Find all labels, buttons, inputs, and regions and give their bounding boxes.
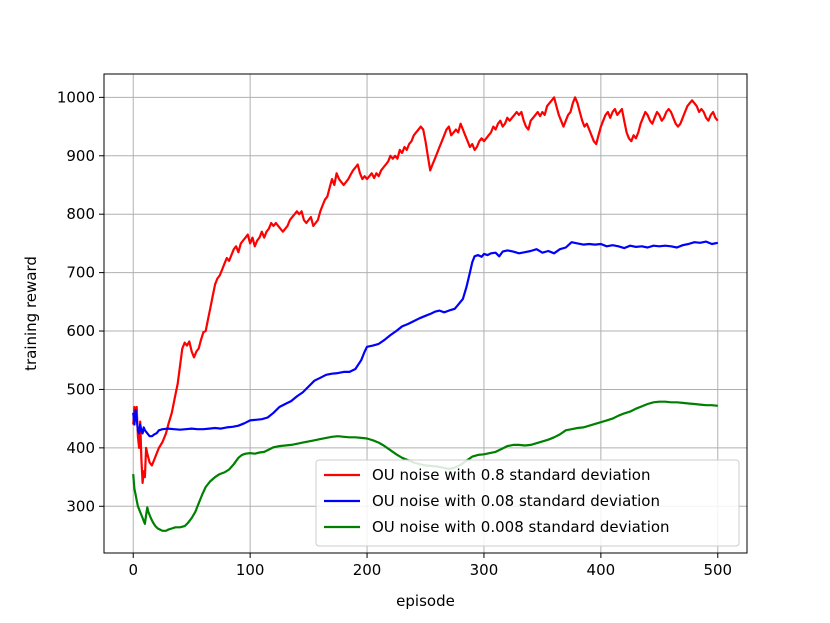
x-axis-ticks: 0 100 200 300 400 500 bbox=[128, 553, 732, 579]
x-tick-label: 300 bbox=[470, 561, 499, 579]
x-tick-label: 400 bbox=[587, 561, 616, 579]
series-line-1 bbox=[132, 96, 719, 484]
series-line-3 bbox=[132, 400, 718, 532]
legend: OU noise with 0.8 standard deviation OU n… bbox=[315, 459, 740, 547]
y-axis-label: training reward bbox=[22, 256, 40, 371]
x-tick-label: 500 bbox=[703, 561, 732, 579]
y-tick-label: 400 bbox=[66, 439, 95, 457]
y-axis-ticks: 300 400 500 600 700 800 900 1000 bbox=[57, 88, 104, 515]
y-tick-label: 500 bbox=[66, 380, 95, 398]
x-tick-label: 0 bbox=[128, 561, 138, 579]
grid bbox=[104, 74, 747, 553]
y-tick-label: 700 bbox=[66, 264, 95, 282]
y-tick-label: 800 bbox=[66, 205, 95, 223]
y-tick-label: 1000 bbox=[57, 88, 95, 106]
x-tick-label: 100 bbox=[236, 561, 265, 579]
legend-label: OU noise with 0.8 standard deviation bbox=[372, 466, 650, 484]
series-lines bbox=[132, 96, 719, 532]
x-axis-label: episode bbox=[396, 592, 455, 610]
plot-frame bbox=[103, 73, 748, 554]
axes bbox=[103, 73, 748, 554]
y-tick-label: 600 bbox=[66, 322, 95, 340]
series-line-2 bbox=[132, 240, 719, 438]
legend-box bbox=[315, 459, 740, 547]
y-tick-label: 300 bbox=[66, 497, 95, 515]
legend-label: OU noise with 0.008 standard deviation bbox=[372, 518, 670, 536]
x-tick-label: 200 bbox=[353, 561, 382, 579]
y-tick-label: 900 bbox=[66, 147, 95, 165]
legend-label: OU noise with 0.08 standard deviation bbox=[372, 492, 660, 510]
